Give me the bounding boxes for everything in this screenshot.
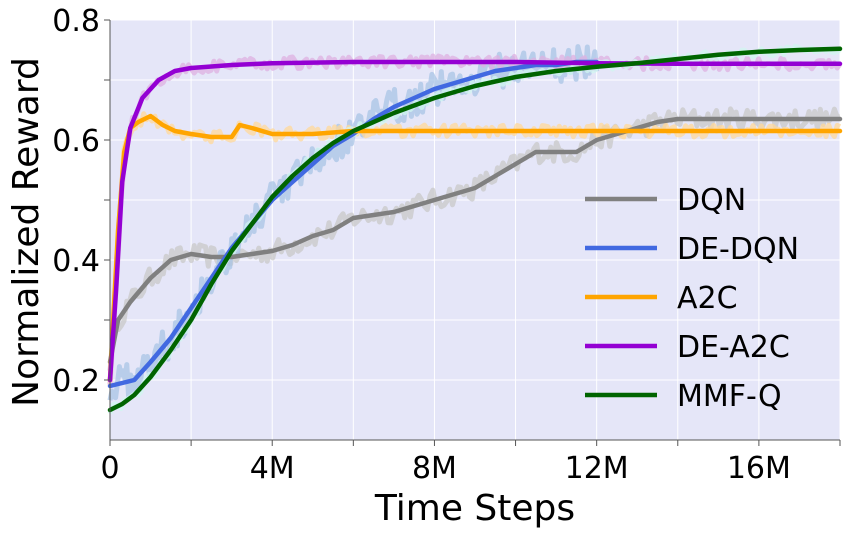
x-tick-label: 4M — [250, 451, 295, 486]
series-line-de-dqn — [107, 59, 599, 389]
grid — [109, 19, 841, 440]
y-axis-label: Normalized Reward — [6, 57, 47, 407]
series-line-dqn — [107, 116, 843, 365]
series-line-mmf-q — [107, 46, 843, 413]
x-tick-label: 12M — [565, 451, 629, 486]
series-lines — [107, 46, 843, 413]
legend-label-de-dqn: DE-DQN — [677, 232, 799, 267]
y-tick-label: 0.6 — [52, 124, 100, 159]
y-tick-label: 0.8 — [52, 4, 100, 39]
axes — [104, 19, 841, 446]
legend-label-mmf-q: MMF-Q — [677, 379, 782, 414]
legend: DQN DE-DQN A2C DE-A2C MMF-Q — [585, 183, 799, 414]
x-tick-label: 8M — [412, 451, 457, 486]
y-tick-label: 0.4 — [52, 244, 100, 279]
legend-label-a2c: A2C — [677, 281, 738, 316]
legend-label-dqn: DQN — [677, 183, 746, 218]
legend-label-de-a2c: DE-A2C — [677, 330, 790, 365]
x-axis-label: Time Steps — [374, 488, 575, 529]
y-tick-label: 0.2 — [52, 364, 100, 399]
tick-labels: 0 4M 8M 12M 16M 0.2 0.4 0.6 0.8 — [52, 4, 791, 486]
x-tick-label: 16M — [727, 451, 791, 486]
x-tick-label: 0 — [100, 451, 119, 486]
series-line-a2c — [107, 113, 843, 383]
